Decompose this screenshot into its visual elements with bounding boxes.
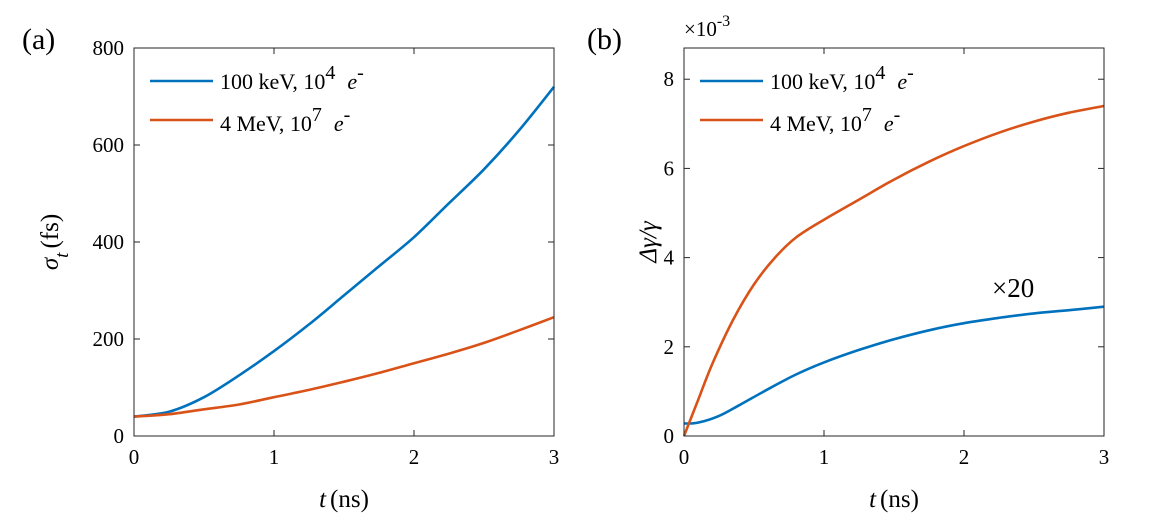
x-tick-label-b-3: 3 (1099, 445, 1110, 469)
y-tick-label-b-3: 6 (664, 156, 675, 180)
x-tick-label-a-1: 1 (269, 445, 280, 469)
panel-b-annotation: ×20 (992, 273, 1034, 303)
legend-entry-b-1: 4 MeV, 107 e- (770, 104, 900, 136)
panel-a-xlabel: t (ns) (319, 486, 369, 513)
y-tick-label-b-0: 0 (664, 424, 675, 448)
y-tick-label-b-4: 8 (664, 67, 675, 91)
panel-b-y-exponent: ×10-3 (684, 13, 730, 41)
legend-entry-a-1: 4 MeV, 107 e- (220, 104, 350, 136)
y-tick-label-a-2: 400 (93, 230, 125, 254)
x-tick-label-b-0: 0 (679, 445, 690, 469)
series-line-a-0 (133, 85, 556, 418)
panel-a-ticks: 0 1 2 3 0 200 400 600 800 (93, 36, 560, 469)
panel-b-label: (b) (587, 23, 622, 56)
panel-a-xlabel-var: t (319, 486, 327, 513)
panel-a-ylabel-sub: t (52, 252, 73, 258)
x-tick-label-a-0: 0 (129, 445, 140, 469)
x-tick-label-b-1: 1 (819, 445, 830, 469)
panel-b-y-exponent-base: ×10 (684, 17, 717, 41)
panel-a: (a) 0 1 2 3 0 200 400 600 800 100 keV, 104 e- 4 M… (22, 23, 559, 513)
panel-a-ylabel-unit: (fs) (37, 214, 64, 249)
y-tick-label-a-3: 600 (93, 133, 125, 157)
panel-a-label: (a) (22, 23, 55, 56)
x-tick-label-a-2: 2 (409, 445, 420, 469)
x-tick-label-b-2: 2 (959, 445, 970, 469)
y-tick-label-b-2: 4 (664, 246, 675, 270)
series-line-b-0 (683, 305, 1105, 425)
y-tick-label-a-0: 0 (114, 424, 125, 448)
x-tick-label-a-3: 3 (549, 445, 560, 469)
panel-b: (b) 0 1 2 3 0 2 4 6 8 ×10-3 100 keV, 104 e- 4 MeV… (587, 13, 1109, 513)
y-tick-label-b-1: 2 (664, 335, 675, 359)
panel-b-xlabel-var: t (869, 486, 877, 513)
panel-a-ylabel: σt (fs) (37, 214, 73, 270)
panel-b-legend: 100 keV, 104 e- 4 MeV, 107 e- (700, 62, 914, 136)
panel-a-series (133, 85, 556, 418)
series-line-a-1 (133, 315, 555, 418)
panel-b-xlabel: t (ns) (869, 486, 919, 513)
y-tick-label-a-4: 800 (93, 36, 125, 60)
legend-entry-a-0: 100 keV, 104 e- (220, 62, 364, 94)
panel-b-y-exponent-power: -3 (717, 13, 730, 30)
series-line-b-1 (682, 104, 1105, 437)
legend-entry-b-0: 100 keV, 104 e- (770, 62, 914, 94)
panel-a-legend: 100 keV, 104 e- 4 MeV, 107 e- (150, 62, 364, 136)
panel-b-ticks: 0 1 2 3 0 2 4 6 8 (664, 48, 1110, 469)
panel-b-xlabel-unit: (ns) (880, 486, 919, 513)
y-tick-label-a-1: 200 (93, 327, 125, 351)
panel-b-series (682, 104, 1105, 437)
panel-a-ylabel-var: σ (37, 256, 64, 270)
panel-b-axes-box (683, 47, 1105, 437)
panel-b-ylabel: Δγ/γ (635, 220, 662, 263)
panel-a-xlabel-unit: (ns) (330, 486, 369, 513)
